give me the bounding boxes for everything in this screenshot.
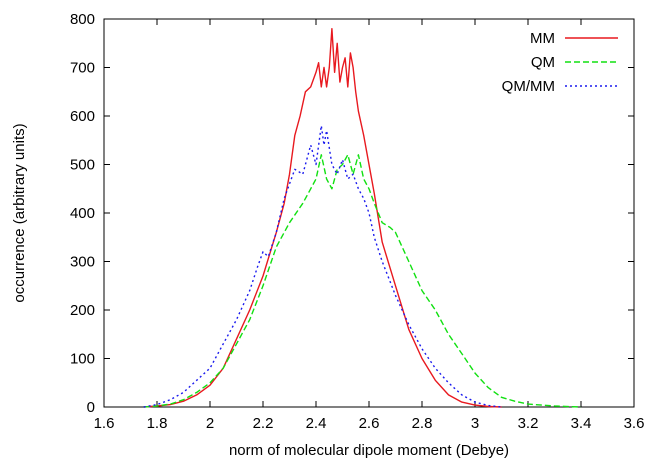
legend-label: QM/MM — [502, 78, 555, 95]
legend-label: MM — [530, 30, 555, 47]
x-axis: 1.6 1.8 2 2.2 2.4 2.6 2.8 3 3.2 3.4 3.6 — [94, 19, 645, 432]
series-line-qm — [143, 154, 582, 408]
y-tick-label: 200 — [70, 302, 95, 319]
y-tick-label: 0 — [87, 399, 95, 416]
y-tick-label: 300 — [70, 254, 95, 271]
y-tick-label: 800 — [70, 11, 95, 28]
x-tick-label: 2.8 — [412, 415, 433, 432]
x-tick-label: 3.2 — [518, 415, 539, 432]
legend-label: QM — [531, 54, 555, 71]
x-tick-label: 3.4 — [571, 415, 592, 432]
x-tick-label: 3 — [471, 415, 479, 432]
x-tick-label: 1.8 — [147, 415, 168, 432]
y-tick-label: 500 — [70, 157, 95, 174]
y-tick-label: 100 — [70, 351, 95, 368]
series-line-qm-mm — [143, 124, 502, 408]
series-line-mm — [143, 28, 502, 408]
y-axis-label: occurrence (arbitrary units) — [11, 123, 28, 302]
legend: MM QM QM/MM — [502, 30, 618, 95]
y-tick-label: 400 — [70, 205, 95, 222]
x-tick-label: 2 — [206, 415, 214, 432]
x-tick-label: 3.6 — [624, 415, 645, 432]
y-axis: 0 100 200 300 400 500 600 700 800 — [70, 11, 634, 416]
series-layer — [143, 28, 582, 408]
x-tick-label: 2.4 — [306, 415, 327, 432]
x-tick-label: 2.6 — [359, 415, 380, 432]
y-tick-label: 700 — [70, 60, 95, 77]
y-tick-label: 600 — [70, 108, 95, 125]
x-tick-label: 2.2 — [253, 415, 274, 432]
x-axis-label: norm of molecular dipole moment (Debye) — [229, 442, 509, 459]
x-tick-label: 1.6 — [94, 415, 115, 432]
